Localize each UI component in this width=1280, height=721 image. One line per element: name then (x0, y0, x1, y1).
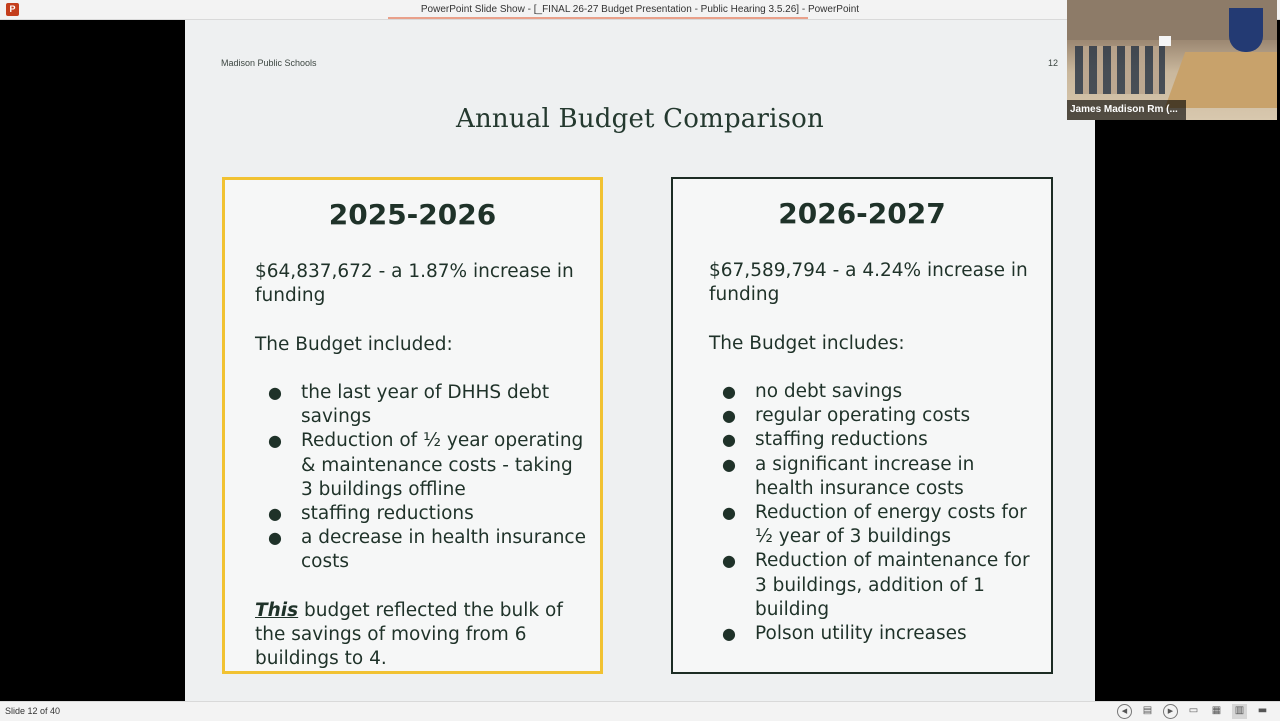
list-item: ● Reduction of ½ year operating & mainten… (268, 430, 584, 500)
bullet-icon: ● (722, 430, 736, 450)
normal-view-icon[interactable]: ▭ (1188, 705, 1199, 716)
budget-card-2025-2026: 2025-2026 $64,837,672 - a 1.87% increase… (222, 177, 603, 674)
bullet-icon: ● (268, 504, 282, 523)
title-accent-line (388, 17, 808, 19)
slide-title: Annual Budget Comparison (456, 104, 824, 134)
budget-amount: $67,589,794 - a 4.24% increase in fundin… (709, 260, 1028, 306)
list-item: ● regular operating costs (709, 404, 1037, 428)
bullet-icon: ● (268, 382, 282, 402)
slide-sorter-icon[interactable]: ▦ (1211, 705, 1222, 716)
menu-icon[interactable]: ▤ (1142, 705, 1153, 716)
bullet-icon: ● (722, 406, 736, 426)
list-item: ● the last year of DHHS debt savings (268, 381, 550, 428)
window-title: PowerPoint Slide Show - [_FINAL 26-27 Bu… (420, 4, 860, 15)
slide-show-icon[interactable]: ▬ (1257, 705, 1268, 716)
video-feed-thumbnail[interactable]: James Madison Rm (... (1067, 0, 1277, 120)
list-item: ● Reduction of energy costs for ½ year of… (722, 502, 1027, 548)
bullet-icon: ● (722, 503, 736, 522)
video-feed-label: James Madison Rm (... (1067, 100, 1186, 120)
bullet-icon: ● (722, 624, 736, 644)
video-emblem-shape (1229, 8, 1263, 52)
slide-counter: Slide 12 of 40 (5, 706, 61, 716)
bullet-icon: ● (722, 454, 736, 474)
title-bar: P PowerPoint Slide Show - [_FINAL 26-27 … (0, 0, 1280, 20)
video-screen-shape (1159, 36, 1171, 46)
list-item: ● staffing reductions (709, 428, 1037, 452)
slide-canvas[interactable]: Madison Public Schools 12 Annual Budget … (185, 20, 1095, 701)
budget-card-2026-2027: 2026-2027 $67,589,794 - a 4.24% increase… (671, 177, 1053, 674)
slideshow-controls: ◀ ▤ ▶ ▭ ▦ ▥ ▬ (1117, 704, 1270, 719)
slide-org-name: Madison Public Schools (221, 58, 317, 68)
status-bar: Slide 12 of 40 ◀ ▤ ▶ ▭ ▦ ▥ ▬ (0, 701, 1280, 721)
card-heading: 2026-2027 (778, 197, 946, 230)
budget-bullet-list: ● no debt savings ● regular operating cost… (709, 380, 1037, 646)
powerpoint-icon: P (6, 3, 19, 16)
budget-bullet-list: ● the last year of DHHS debt savings ● Red… (255, 381, 586, 575)
list-item: ● no debt savings (709, 380, 1037, 404)
slide-number: 12 (1047, 58, 1058, 68)
emphasis-text: This (255, 599, 299, 621)
budget-amount: $64,837,672 - a 1.87% increase in fundin… (255, 261, 574, 307)
previous-slide-icon[interactable]: ◀ (1117, 704, 1132, 719)
next-slide-icon[interactable]: ▶ (1163, 704, 1178, 719)
list-item: ● Polson utility increases (709, 622, 1037, 646)
card-heading: 2025-2026 (328, 198, 497, 231)
bullet-icon: ● (722, 381, 736, 401)
budget-closing-note: This budget reflected the bulk of the sa… (255, 599, 563, 670)
list-item: ● a decrease in health insurance costs (268, 527, 586, 573)
bullet-icon: ● (268, 528, 282, 548)
bullet-icon: ● (268, 431, 282, 451)
list-item: ● staffing reductions (255, 502, 586, 526)
list-item: ● a significant increase in health insura… (722, 453, 975, 499)
budget-intro: The Budget included: (255, 333, 453, 355)
reading-view-icon[interactable]: ▥ (1232, 704, 1247, 719)
video-attendees-shape (1075, 46, 1165, 94)
bullet-icon: ● (722, 551, 736, 571)
list-item: ● Reduction of maintenance for 3 building… (722, 550, 1030, 620)
budget-intro: The Budget includes: (709, 332, 905, 354)
